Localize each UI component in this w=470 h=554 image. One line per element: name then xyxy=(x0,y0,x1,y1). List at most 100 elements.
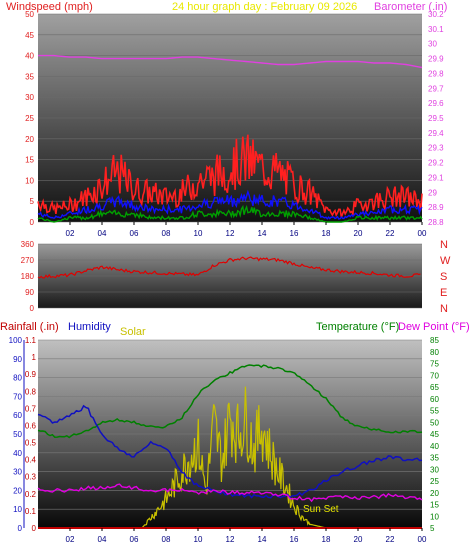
temperature-tick-label: 10 xyxy=(430,512,439,521)
time-tick-label: 22 xyxy=(386,535,395,544)
wind-tick-label: 20 xyxy=(25,135,34,144)
temperature-tick-label: 55 xyxy=(430,407,439,416)
wind-gust-line xyxy=(37,134,423,218)
barometer-tick-label: 29.1 xyxy=(428,173,444,182)
humidity-tick-label: 20 xyxy=(13,486,22,495)
compass-label: N xyxy=(440,239,448,251)
time-tick-label: 16 xyxy=(290,535,299,544)
rainfall-tick-label: 0.9 xyxy=(25,370,37,379)
direction-tick-label: 180 xyxy=(21,272,35,281)
humidity-tick-label: 70 xyxy=(13,392,22,401)
barometer-tick-label: 30 xyxy=(428,40,437,49)
temperature-tick-label: 25 xyxy=(430,477,439,486)
barometer-tick-label: 29.5 xyxy=(428,114,444,123)
time-tick-label: 10 xyxy=(194,229,203,238)
rainfall-tick-label: 0.6 xyxy=(25,421,37,430)
wind-tick-label: 15 xyxy=(25,156,34,165)
time-tick-label: 12 xyxy=(226,535,235,544)
time-tick-label: 06 xyxy=(130,229,139,238)
time-tick-label: 10 xyxy=(194,535,203,544)
wind-direction-line xyxy=(37,256,421,279)
time-tick-label: 04 xyxy=(98,229,107,238)
barometer-line xyxy=(38,54,423,69)
time-tick-label: 06 xyxy=(130,535,139,544)
compass-label: W xyxy=(440,255,451,267)
temperature-tick-label: 80 xyxy=(430,348,439,357)
time-tick-label: 16 xyxy=(290,229,299,238)
time-tick-label: 04 xyxy=(98,535,107,544)
temperature-tick-label: 60 xyxy=(430,395,439,404)
rainfall-tick-label: 0.1 xyxy=(25,507,37,516)
direction-tick-label: 360 xyxy=(21,240,35,249)
humidity-tick-label: 0 xyxy=(18,524,23,533)
humidity-tick-label: 10 xyxy=(13,505,22,514)
barometer-tick-label: 28.8 xyxy=(428,218,444,227)
humidity-tick-label: 50 xyxy=(13,430,22,439)
wind-tick-label: 10 xyxy=(25,176,34,185)
barometer-tick-label: 29 xyxy=(428,188,437,197)
barometer-tick-label: 28.9 xyxy=(428,203,444,212)
barometer-tick-label: 29.3 xyxy=(428,144,444,153)
wind-tick-label: 45 xyxy=(25,31,34,40)
time-tick-label: 02 xyxy=(66,229,75,238)
rainfall-tick-label: 0.4 xyxy=(25,456,37,465)
compass-label: S xyxy=(440,271,447,283)
rainfall-tick-label: 0.7 xyxy=(25,404,37,413)
wind-tick-label: 50 xyxy=(25,10,34,19)
wind-tick-label: 30 xyxy=(25,93,34,102)
temperature-tick-label: 50 xyxy=(430,418,439,427)
temperature-tick-label: 35 xyxy=(430,454,439,463)
rainfall-axis-title: Rainfall (.in) xyxy=(0,321,59,333)
wind-tick-label: 0 xyxy=(30,218,35,227)
wind-tick-label: 25 xyxy=(25,114,34,123)
direction-tick-label: 90 xyxy=(25,288,34,297)
wind-average-line xyxy=(37,189,423,220)
temperature-tick-label: 15 xyxy=(430,501,439,510)
humidity-tick-label: 100 xyxy=(9,336,23,345)
barometer-tick-label: 30.1 xyxy=(428,25,444,34)
time-tick-label: 20 xyxy=(354,535,363,544)
temperature-tick-label: 30 xyxy=(430,465,439,474)
temperature-line xyxy=(37,364,423,439)
rainfall-tick-label: 0.5 xyxy=(25,439,37,448)
wind-minimum-line xyxy=(37,204,423,223)
time-tick-label: 08 xyxy=(162,535,171,544)
compass-label: N xyxy=(440,303,448,315)
time-tick-label: 02 xyxy=(66,535,75,544)
rainfall-tick-label: 1.1 xyxy=(25,336,37,345)
barometer-tick-label: 29.7 xyxy=(428,84,444,93)
time-tick-label: 20 xyxy=(354,229,363,238)
direction-tick-label: 270 xyxy=(21,256,35,265)
dewpoint-axis-title: Dew Point (°F) xyxy=(398,321,470,333)
rainfall-tick-label: 0.3 xyxy=(25,473,37,482)
barometer-tick-label: 29.6 xyxy=(428,99,444,108)
temperature-tick-label: 20 xyxy=(430,489,439,498)
time-tick-label: 18 xyxy=(322,229,331,238)
temperature-tick-label: 75 xyxy=(430,360,439,369)
barometer-tick-label: 29.4 xyxy=(428,129,444,138)
humidity-tick-label: 90 xyxy=(13,355,22,364)
barometer-tick-label: 29.8 xyxy=(428,69,444,78)
direction-tick-label: 0 xyxy=(30,304,35,313)
temperature-tick-label: 5 xyxy=(430,524,435,533)
chart-title: 24 hour graph day : February 09 2026 xyxy=(172,1,357,13)
temperature-tick-label: 40 xyxy=(430,442,439,451)
rainfall-tick-label: 0 xyxy=(32,524,37,533)
wind-tick-label: 40 xyxy=(25,52,34,61)
time-tick-label: 00 xyxy=(418,229,427,238)
rainfall-tick-label: 0.8 xyxy=(25,387,37,396)
humidity-tick-label: 80 xyxy=(13,374,22,383)
dewpoint-line xyxy=(37,483,423,503)
temperature-tick-label: 70 xyxy=(430,371,439,380)
temperature-tick-label: 65 xyxy=(430,383,439,392)
rainfall-tick-label: 1 xyxy=(32,353,37,362)
time-tick-label: 00 xyxy=(418,535,427,544)
barometer-tick-label: 29.2 xyxy=(428,159,444,168)
rainfall-tick-label: 0.2 xyxy=(25,490,37,499)
temperature-tick-label: 45 xyxy=(430,430,439,439)
humidity-tick-label: 60 xyxy=(13,411,22,420)
time-tick-label: 12 xyxy=(226,229,235,238)
time-tick-label: 22 xyxy=(386,229,395,238)
wind-tick-label: 35 xyxy=(25,72,34,81)
